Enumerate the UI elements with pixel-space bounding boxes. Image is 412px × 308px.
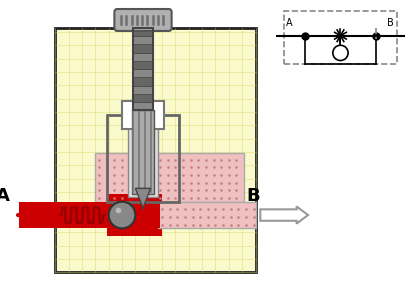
Bar (133, 94, 152, 102)
Bar (107, 194, 162, 236)
Bar (158, 202, 255, 229)
Text: B: B (387, 18, 394, 28)
Bar (128, 115, 158, 197)
Polygon shape (136, 188, 151, 209)
FancyArrow shape (260, 206, 308, 224)
Text: B: B (246, 187, 260, 205)
Bar (133, 69, 152, 77)
Text: A: A (286, 18, 293, 28)
Bar (128, 131, 158, 202)
Bar (133, 77, 152, 86)
Bar (131, 110, 154, 194)
Bar (55, 28, 255, 272)
Bar (133, 86, 152, 94)
Bar (95, 153, 244, 202)
Bar (133, 28, 152, 110)
Bar (133, 28, 152, 36)
Bar (133, 61, 152, 69)
Circle shape (109, 202, 136, 229)
Bar (133, 102, 152, 110)
Circle shape (333, 45, 348, 60)
Bar (107, 115, 179, 202)
FancyBboxPatch shape (115, 9, 172, 31)
Bar (284, 11, 397, 64)
Bar (122, 101, 164, 129)
Bar (133, 44, 152, 53)
Bar (133, 53, 152, 61)
Text: A: A (0, 187, 10, 205)
Bar (19, 202, 160, 229)
Bar (133, 36, 152, 44)
